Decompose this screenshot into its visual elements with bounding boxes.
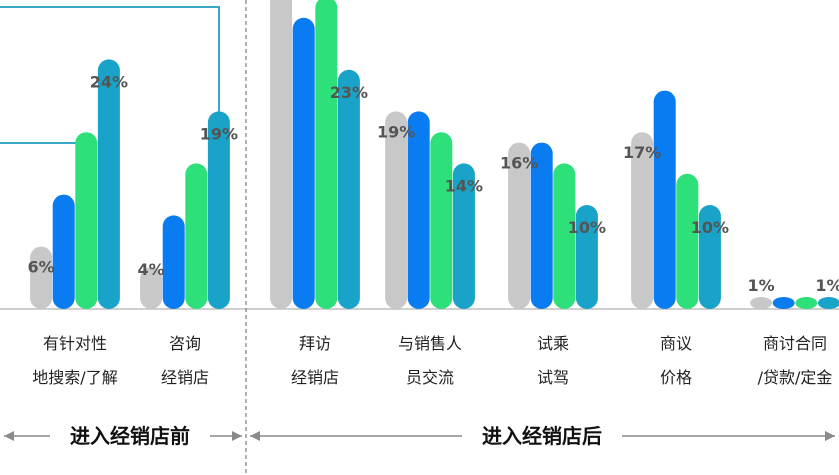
bar [270, 0, 293, 309]
category-labels: 有针对性地搜索/了解咨询经销店拜访经销店与销售人员交流试乘试驾商议价格商讨合同/… [32, 334, 832, 387]
data-label: 16% [500, 154, 538, 173]
bar [817, 297, 839, 309]
bars [30, 0, 839, 310]
phase-bracket: 进入经销店前 进入经销店后 [4, 418, 835, 454]
bar [676, 173, 699, 309]
category-label-line: 拜访 [299, 334, 331, 353]
category-label: 商讨合同/贷款/定金 [758, 334, 833, 387]
bar [30, 246, 53, 309]
category-label-line: 咨询 [169, 334, 201, 353]
bar [530, 142, 553, 309]
category-label-line: 商讨合同 [763, 334, 827, 353]
category-label-line: 试驾 [537, 368, 569, 387]
bar [292, 17, 315, 310]
data-label: 4% [138, 260, 165, 279]
bar [631, 132, 654, 309]
bar [653, 90, 676, 309]
bar [430, 132, 453, 309]
bar [75, 132, 98, 309]
data-label: 19% [200, 124, 238, 143]
phase-arrowhead [4, 431, 14, 441]
phase-arrowhead [250, 431, 260, 441]
category-label-line: 地搜索/了解 [32, 368, 117, 387]
callout-frame [0, 6, 220, 144]
data-label: 14% [445, 176, 483, 195]
phase-arrowhead [232, 431, 242, 441]
data-labels: 6% 24% 4% 19% 23% 19% 14% 16% 10% 17% 10% 1% 1% [28, 72, 839, 295]
category-label-line: 经销店 [161, 368, 209, 387]
bar [140, 267, 163, 309]
phase-arrowhead [825, 431, 835, 441]
data-label: 6% [28, 258, 55, 277]
category-label-line: 经销店 [291, 368, 339, 387]
phase-label-bg [462, 418, 622, 454]
bar [772, 297, 795, 309]
bar [162, 215, 185, 309]
bar [407, 111, 430, 310]
bar [553, 163, 576, 309]
phase-label-bg [50, 418, 210, 454]
data-label: 10% [691, 218, 729, 237]
data-label: 17% [623, 143, 661, 162]
category-label-line: /贷款/定金 [758, 368, 833, 387]
data-label: 10% [568, 218, 606, 237]
bar [750, 297, 773, 309]
category-label-line: 有针对性 [43, 334, 107, 353]
data-label: 19% [377, 122, 415, 141]
data-label: 1% [815, 276, 839, 295]
category-label-line: 与销售人 [398, 334, 462, 353]
bar [795, 297, 818, 309]
callout-line [0, 6, 220, 144]
bar [508, 142, 531, 309]
bar [185, 163, 208, 309]
phase-label: 进入经销店后 [482, 424, 602, 448]
category-label-line: 员交流 [406, 368, 454, 387]
category-label-line: 价格 [660, 368, 692, 387]
bar [52, 194, 75, 309]
bar [698, 205, 721, 309]
data-label: 23% [330, 83, 368, 102]
phase-label: 进入经销店前 [70, 424, 190, 448]
category-label-line: 试乘 [537, 334, 569, 353]
bar [385, 111, 408, 310]
bar [207, 111, 230, 310]
bar [315, 0, 338, 309]
data-label: 24% [90, 72, 128, 91]
bar [575, 205, 598, 309]
category-label-line: 商议 [660, 334, 692, 353]
bar [452, 163, 475, 309]
data-label: 1% [748, 276, 775, 295]
bar [337, 69, 360, 309]
bar [97, 59, 120, 310]
